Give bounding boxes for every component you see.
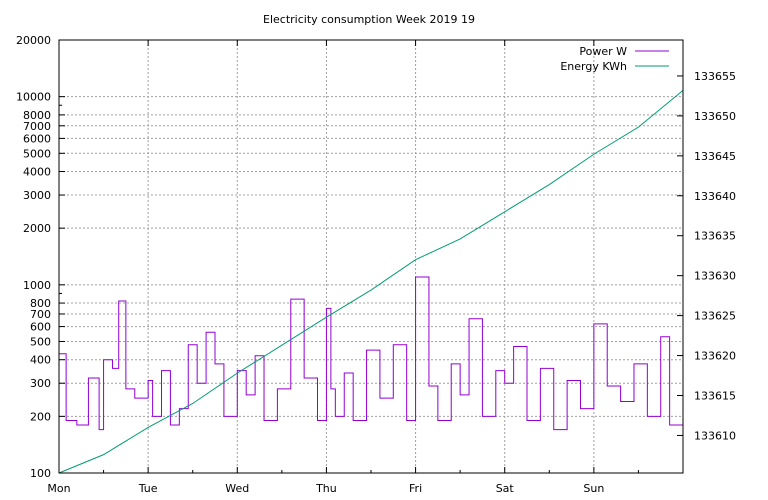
series [58, 89, 684, 474]
legend-label: Energy KWh [560, 60, 627, 73]
y2-tick-label: 133625 [694, 310, 736, 323]
y-tick-label: 3000 [23, 189, 51, 202]
legend: Power W Energy KWh [560, 45, 669, 73]
x-tick-label: Thu [315, 482, 337, 495]
y-tick-label: 200 [30, 410, 51, 423]
y2-tick-label: 133635 [694, 230, 736, 243]
y-tick-label: 4000 [23, 166, 51, 179]
series-line-power [59, 276, 684, 431]
y-tick-label: 7000 [23, 120, 51, 133]
y-tick-label: 800 [30, 297, 51, 310]
x-tick-label: Tue [138, 482, 158, 495]
x-tick-label: Sun [583, 482, 604, 495]
y-tick-label: 8000 [23, 109, 51, 122]
x-tick-label: Fri [409, 482, 422, 495]
y2-tick-label: 133615 [694, 390, 736, 403]
y-tick-label: 1000 [23, 279, 51, 292]
y-tick-label: 100 [30, 467, 51, 480]
x-tick-label: Wed [225, 482, 249, 495]
y-tick-label: 600 [30, 321, 51, 334]
x-tick-label: Mon [47, 482, 70, 495]
y-tick-label: 700 [30, 308, 51, 321]
y-tick-label: 20000 [16, 34, 51, 47]
y2-tick-label: 133630 [694, 270, 736, 283]
y2-tick-label: 133650 [694, 110, 736, 123]
x-tick-label: Sat [496, 482, 515, 495]
y-tick-label: 5000 [23, 147, 51, 160]
y2-tick-label: 133645 [694, 150, 736, 163]
y2-tick-label: 133620 [694, 350, 736, 363]
chart-title: Electricity consumption Week 2019 19 [263, 13, 475, 26]
legend-label: Power W [579, 45, 627, 58]
y-tick-label: 500 [30, 335, 51, 348]
y-tick-label: 300 [30, 377, 51, 390]
series-line-energy [58, 89, 684, 474]
y-tick-label: 10000 [16, 91, 51, 104]
y-tick-label: 2000 [23, 222, 51, 235]
y2-tick-label: 133655 [694, 70, 736, 83]
y-tick-label: 6000 [23, 132, 51, 145]
y2-tick-label: 133640 [694, 190, 736, 203]
y2-tick-label: 133610 [694, 429, 736, 442]
y-tick-label: 400 [30, 354, 51, 367]
